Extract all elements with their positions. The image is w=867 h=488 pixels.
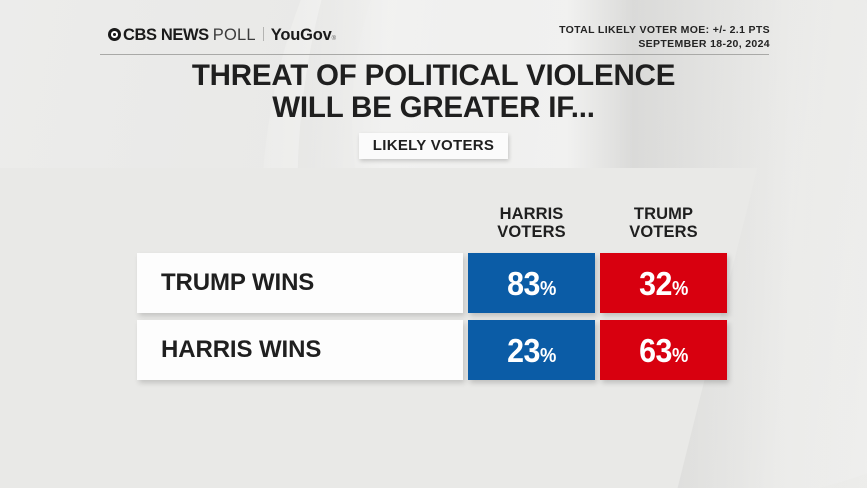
column-header-trump-voters: TRUMP VOTERS <box>600 205 727 242</box>
cell-number: 32 <box>639 264 672 302</box>
results-table: HARRIS VOTERS TRUMP VOTERS TRUMP WINS 83… <box>137 205 729 387</box>
brand-poll: POLL <box>212 26 256 44</box>
poll-meta: TOTAL LIKELY VOTER MOE: +/- 2.1 PTS SEPT… <box>559 24 770 52</box>
field-dates-text: SEPTEMBER 18-20, 2024 <box>638 37 770 50</box>
column-header-line-1: HARRIS <box>499 205 564 223</box>
cell-value: 83% <box>507 267 556 300</box>
cell-number: 63 <box>639 331 672 369</box>
column-header-line-2: VOTERS <box>629 223 698 242</box>
column-header-line-1: TRUMP <box>633 205 694 223</box>
row-label-text: HARRIS WINS <box>161 336 322 363</box>
brand-yougov: YouGov <box>270 26 332 44</box>
cell-trump-voters: 63% <box>600 320 727 380</box>
cell-harris-voters: 83% <box>468 253 595 313</box>
table-row: HARRIS WINS 23% 63% <box>137 320 729 380</box>
brand-trademark-mark: ® <box>331 36 336 42</box>
row-label-box: TRUMP WINS <box>137 253 463 313</box>
title-line-2: WILL BE GREATER IF... <box>272 90 595 124</box>
percent-sign: % <box>671 277 688 300</box>
cell-number: 23 <box>507 331 540 369</box>
cell-harris-voters: 23% <box>468 320 595 380</box>
percent-sign: % <box>539 277 556 300</box>
percent-sign: % <box>671 344 688 367</box>
table-column-headers: HARRIS VOTERS TRUMP VOTERS <box>137 205 729 253</box>
column-header-line-2: VOTERS <box>497 223 566 242</box>
row-label-box: HARRIS WINS <box>137 320 463 380</box>
cell-value: 63% <box>639 334 688 367</box>
audience-badge: LIKELY VOTERS <box>358 133 509 160</box>
cbs-eye-icon <box>108 28 121 41</box>
subtitle-row: LIKELY VOTERS <box>0 133 867 160</box>
header-divider-rule <box>100 54 769 55</box>
margin-of-error-text: TOTAL LIKELY VOTER MOE: +/- 2.1 PTS <box>559 24 770 36</box>
title-line-1: THREAT OF POLITICAL VIOLENCE <box>191 59 676 92</box>
cell-value: 23% <box>507 334 556 367</box>
cell-trump-voters: 32% <box>600 253 727 313</box>
brand-cbs-news: CBS NEWS <box>123 26 209 44</box>
column-header-harris-voters: HARRIS VOTERS <box>468 205 595 242</box>
brand-divider <box>262 27 264 41</box>
cell-value: 32% <box>639 267 688 300</box>
header: CBS NEWS POLL YouGov ® TOTAL LIKELY VOTE… <box>0 0 867 60</box>
percent-sign: % <box>539 344 556 367</box>
table-row: TRUMP WINS 83% 32% <box>137 253 729 313</box>
cell-number: 83 <box>507 264 540 302</box>
brand-lockup: CBS NEWS POLL YouGov ® <box>108 26 336 45</box>
page-title: THREAT OF POLITICAL VIOLENCE WILL BE GRE… <box>0 60 867 123</box>
title-block: THREAT OF POLITICAL VIOLENCE WILL BE GRE… <box>0 60 867 160</box>
row-label-text: TRUMP WINS <box>161 269 315 296</box>
